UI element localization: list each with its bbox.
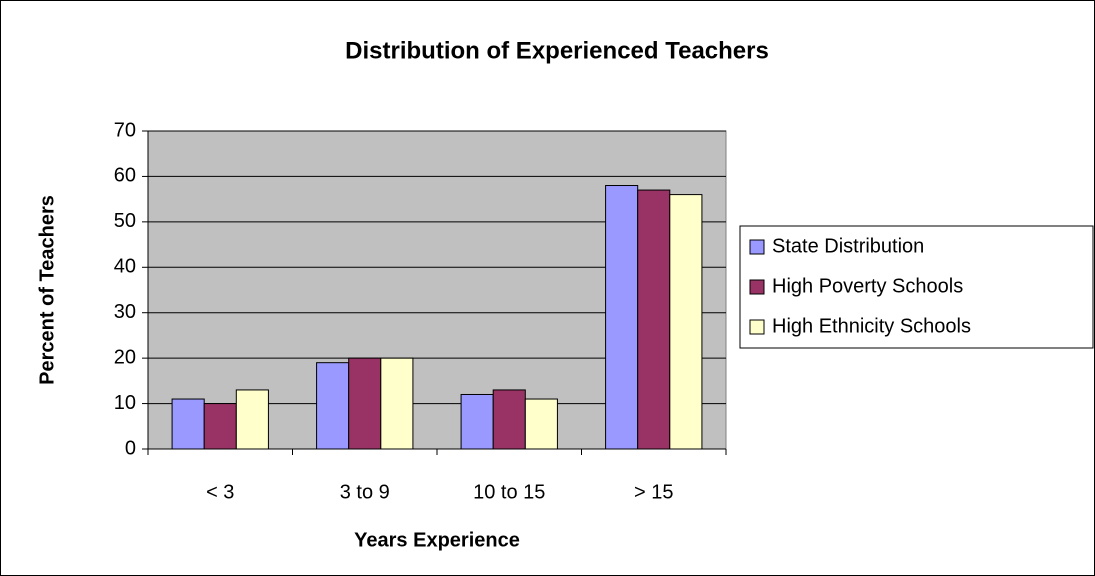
x-tick-label: 3 to 9 [340,481,390,503]
x-tick-label: > 15 [634,481,673,503]
bar [380,357,414,450]
x-axis-label: Years Experience [354,529,520,551]
bar [524,398,558,450]
legend-swatch [749,319,765,335]
bar [171,398,205,450]
legend-box [739,225,1094,349]
y-tick-label: 40 [114,256,136,278]
legend-swatch [749,239,765,255]
y-tick-label: 0 [125,437,136,459]
y-axis-label: Percent of Teachers [36,195,58,385]
legend-label: High Ethnicity Schools [772,315,971,337]
y-tick-label: 10 [114,392,136,414]
y-tick-label: 30 [114,301,136,323]
bar [460,393,494,450]
bar [605,185,639,450]
bar [637,189,671,450]
y-tick-label: 20 [114,346,136,368]
y-tick-label: 70 [114,119,136,141]
bar [669,194,703,450]
bar [235,389,269,450]
chart-title: Distribution of Experienced Teachers [345,37,769,64]
legend-label: State Distribution [772,235,924,257]
bar [348,357,382,450]
legend-swatch [749,279,765,295]
legend-label: High Poverty Schools [772,275,963,297]
x-tick-label: 10 to 15 [473,481,545,503]
bar [316,362,350,450]
y-tick-label: 50 [114,210,136,232]
bar [203,403,237,450]
x-tick-label: < 3 [206,481,234,503]
bar [492,389,526,450]
y-tick-label: 60 [114,165,136,187]
